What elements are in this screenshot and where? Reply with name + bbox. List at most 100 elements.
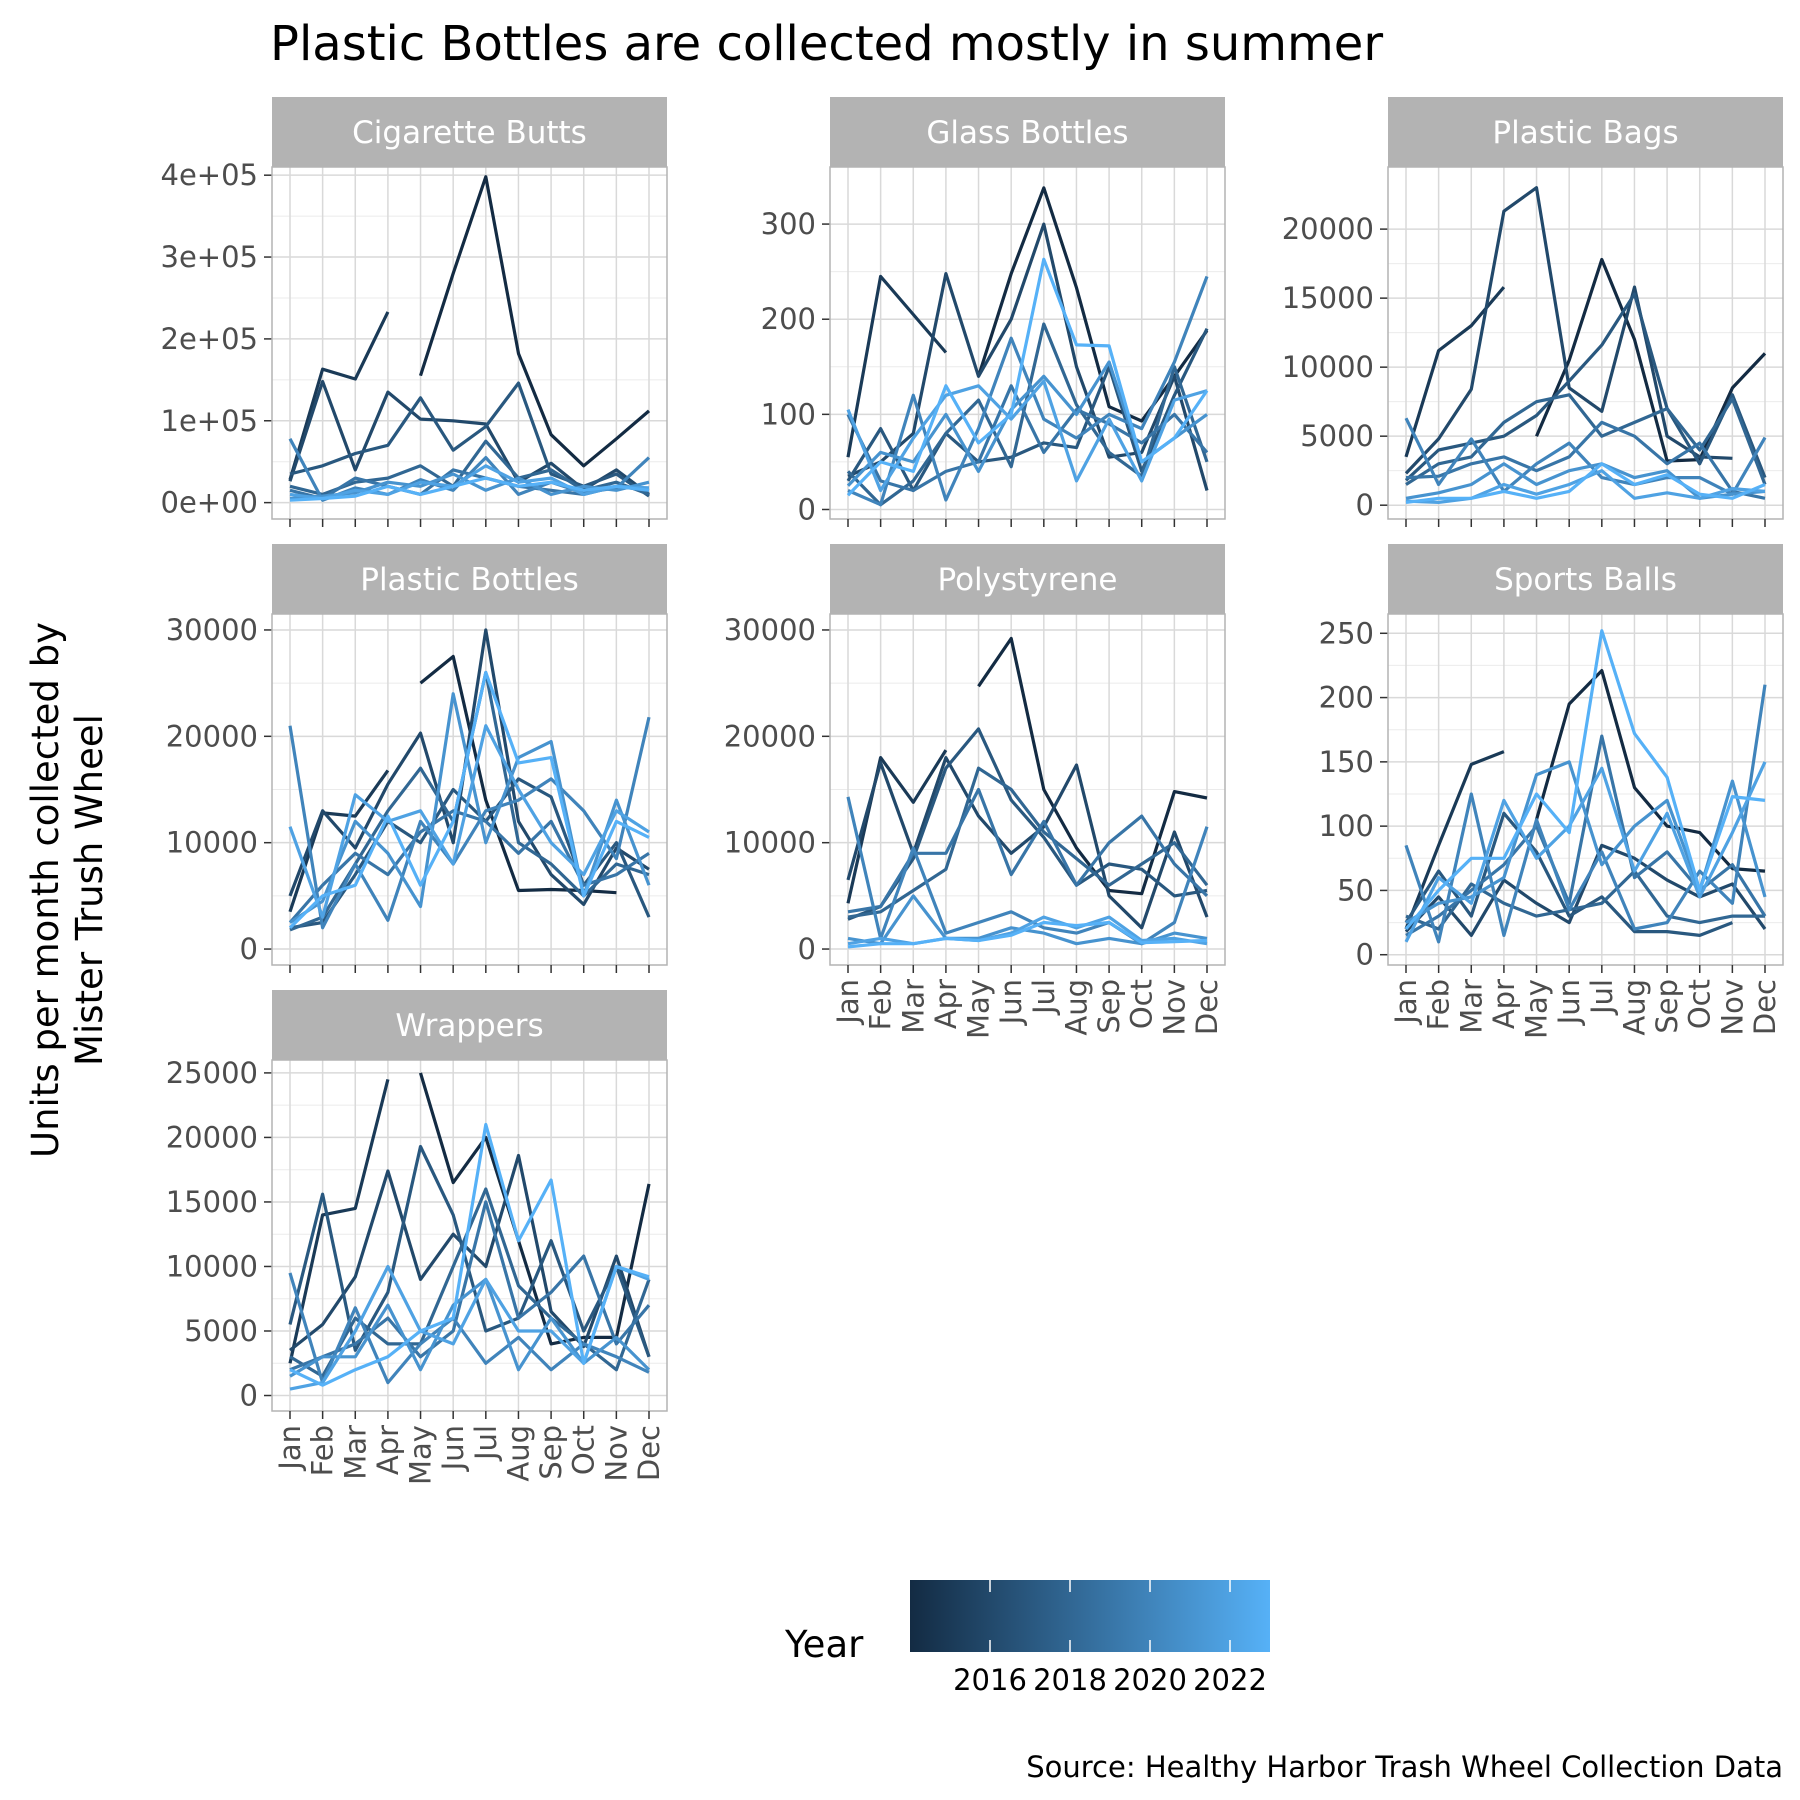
y-tick-label: 0 (798, 492, 816, 526)
x-tick-label: Aug (501, 1425, 535, 1482)
caption: Source: Healthy Harbor Trash Wheel Colle… (1026, 1750, 1783, 1784)
panel-border (271, 613, 668, 966)
series-line-2023 (847, 920, 1208, 949)
y-tick-label: 15000 (1282, 281, 1374, 315)
series-line-2018 (847, 766, 1209, 919)
series-line-2018 (1405, 869, 1765, 931)
facet-strip-label: Sports Balls (1494, 562, 1677, 598)
series-line-2022 (288, 724, 650, 919)
y-tick-label: 1e+05 (161, 404, 259, 438)
facet-strip-label: Plastic Bottles (360, 562, 579, 598)
x-tick-label: May (962, 979, 996, 1039)
y-tick-label: 0 (798, 932, 816, 966)
series-line-2023 (846, 257, 1209, 497)
legend-label: 2016 (953, 1663, 1027, 1697)
y-axis-title-line1: Units per month collected by (24, 622, 67, 1158)
series-line-2015 (288, 1079, 390, 1364)
series-line-2023 (1405, 462, 1766, 504)
panel-border (271, 166, 668, 520)
series-line-2015 (1404, 750, 1505, 930)
facet-strip-label: Plastic Bags (1492, 115, 1678, 151)
x-tick-label: Dec (632, 1425, 666, 1481)
series-line-2023 (289, 1122, 650, 1387)
facet-strip-label: Wrappers (395, 1008, 543, 1044)
x-tick-label: Apr (1487, 979, 1521, 1029)
x-tick-label: Jul (1027, 979, 1061, 1016)
series-line-2016 (1404, 186, 1733, 475)
series-line-2017 (289, 381, 650, 498)
series-line-2014 (418, 175, 651, 468)
x-tick-label: Oct (1683, 979, 1717, 1029)
series-line-2020 (288, 716, 651, 930)
y-tick-label: 5000 (184, 1314, 258, 1348)
y-tick-label: 15000 (166, 1185, 258, 1219)
x-tick-label: Feb (864, 979, 898, 1030)
facet-strip (830, 97, 1225, 167)
x-tick-label: Oct (567, 1425, 601, 1475)
x-tick-label: Feb (1422, 979, 1456, 1030)
x-tick-label: Nov (1715, 979, 1749, 1036)
panel-border (829, 613, 1226, 966)
series-line-2016 (289, 1153, 651, 1358)
y-tick-label: 100 (761, 397, 816, 431)
y-tick-label: 0 (1356, 938, 1374, 972)
series-line-2021 (289, 1277, 651, 1378)
series-line-2014 (1535, 257, 1767, 463)
y-tick-label: 20000 (724, 719, 816, 753)
y-tick-label: 20000 (1282, 212, 1374, 246)
series-line-2017 (846, 327, 1209, 493)
y-tick-label: 10000 (166, 826, 258, 860)
series-line-2023 (1404, 629, 1766, 931)
series-line-2020 (1404, 417, 1767, 496)
y-tick-label: 20000 (166, 719, 258, 753)
series-line-2018 (1405, 393, 1767, 486)
x-tick-label: Mar (896, 979, 930, 1034)
y-tick-label: 30000 (724, 613, 816, 647)
x-tick-label: Dec (1190, 979, 1224, 1035)
y-tick-label: 200 (761, 302, 816, 336)
x-tick-label: Aug (1617, 979, 1651, 1036)
facet-strip-label: Glass Bottles (926, 115, 1128, 151)
y-tick-label: 300 (761, 207, 816, 241)
x-tick-label: Jan (831, 979, 865, 1026)
facet-strip (1388, 544, 1783, 614)
y-tick-label: 100 (1319, 809, 1374, 843)
panel-plastic-bottles: Plastic Bottles 0 10000 20000 30000 (166, 544, 668, 973)
panel-border (1387, 166, 1784, 520)
x-tick-label: Apr (371, 1425, 405, 1475)
facet-panels: Cigarette Butts 0e+00 1e+05 2e+05 3e+05 4e+05… (161, 97, 1784, 1485)
panel-plastic-bags: Plastic Bags 0 5000 10000 15000 20000 (1282, 97, 1784, 527)
panel-border (1387, 613, 1784, 966)
x-tick-label: Jul (1585, 979, 1619, 1016)
legend-label: 2018 (1033, 1663, 1107, 1697)
x-tick-label: Sep (534, 1425, 568, 1480)
facet-strip-label: Polystyrene (937, 562, 1117, 598)
x-tick-label: Nov (1157, 979, 1191, 1036)
series-line-2016 (288, 628, 650, 906)
facet-strip (830, 544, 1225, 614)
y-tick-label: 10000 (1282, 350, 1374, 384)
x-tick-label: Jul (469, 1425, 503, 1462)
panel-border (829, 166, 1226, 520)
series-line-2019 (846, 384, 1209, 493)
x-tick-label: Mar (1454, 979, 1488, 1034)
y-tick-label: 4e+05 (161, 158, 259, 192)
y-tick-label: 10000 (724, 826, 816, 860)
facet-strip (1388, 97, 1783, 167)
legend-label: 2020 (1113, 1663, 1187, 1697)
y-tick-label: 3e+05 (161, 240, 259, 274)
year-legend: Year 2016 2018 2020 2022 (784, 1580, 1270, 1697)
legend-title: Year (784, 1623, 864, 1666)
facet-strip (272, 97, 667, 167)
panel-sports-balls: Sports Balls 0 50 100 150 200 250 JanFebMarAprM… (1319, 544, 1784, 1039)
y-axis-title-line2: Mister Trush Wheel (68, 714, 111, 1066)
x-tick-label: Mar (338, 1425, 372, 1480)
series-line-2015 (846, 274, 948, 458)
legend-label: 2022 (1193, 1663, 1267, 1697)
series-line-2022 (1404, 761, 1767, 943)
series-line-2014 (418, 1072, 651, 1346)
series-line-2015 (288, 311, 390, 481)
y-tick-label: 5000 (1300, 419, 1374, 453)
x-tick-label: Aug (1059, 979, 1093, 1036)
